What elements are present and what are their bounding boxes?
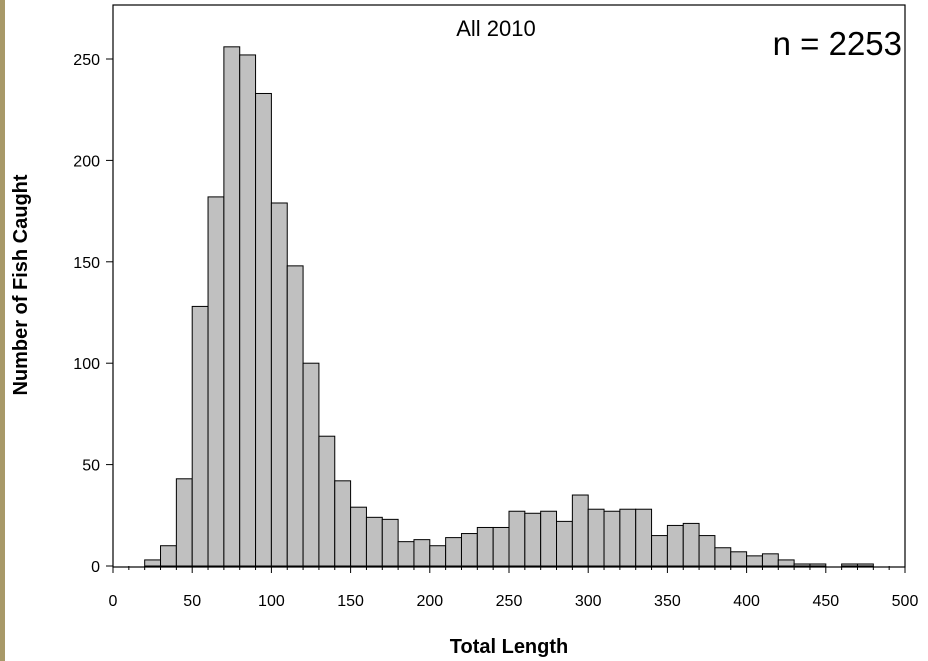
x-tick-label: 50 [183, 593, 201, 610]
y-axis-title: Number of Fish Caught [10, 174, 32, 395]
histogram-bar [160, 545, 177, 567]
x-tick-label: 100 [258, 593, 285, 610]
histogram-bar [761, 553, 779, 567]
x-tick-label: 350 [654, 593, 681, 610]
histogram-bar [334, 480, 352, 567]
histogram-bar [508, 510, 526, 567]
x-tick-label: 0 [109, 593, 118, 610]
histogram-bar [350, 506, 367, 567]
x-axis-tick-labels: 0 50 100 150 200 250 300 350 400 450 500 [109, 593, 919, 610]
x-tick-label: 500 [892, 593, 919, 610]
x-tick-label: 400 [733, 593, 760, 610]
x-tick-label: 150 [337, 593, 364, 610]
sample-size-annotation: n = 2253 [773, 25, 902, 62]
histogram-bar [746, 555, 763, 567]
histogram-bar [809, 563, 827, 567]
histogram-bar [191, 305, 209, 567]
histogram-bar [698, 535, 716, 567]
y-axis-ticks [106, 58, 113, 567]
histogram-bar [476, 526, 494, 567]
histogram-bar [666, 524, 684, 567]
histogram-bar [603, 510, 621, 567]
y-tick-label: 250 [73, 52, 100, 69]
histogram-bar [302, 362, 320, 567]
histogram-bar [365, 516, 383, 567]
histogram-bar [714, 547, 732, 567]
histogram-bar [397, 541, 415, 567]
x-tick-label: 200 [416, 593, 443, 610]
histogram-bar [270, 202, 288, 567]
y-tick-label: 100 [73, 356, 100, 373]
histogram-bar [492, 526, 510, 567]
x-tick-label: 300 [575, 593, 602, 610]
left-edge-stripe [0, 0, 5, 661]
histogram-bar [730, 551, 748, 567]
y-tick-label: 200 [73, 153, 100, 170]
histogram-bar [429, 545, 447, 567]
histogram-bar [524, 512, 542, 567]
histogram-bar [460, 533, 478, 567]
y-axis-tick-labels: 0 50 100 150 200 250 [73, 52, 100, 576]
histogram-bar [619, 508, 637, 567]
histogram-bar [587, 508, 605, 567]
x-tick-label: 450 [812, 593, 839, 610]
x-axis-ticks [112, 566, 906, 573]
histogram-bar [571, 494, 589, 567]
bars-group [144, 46, 874, 567]
chart-title: All 2010 [456, 16, 536, 41]
histogram-bar [239, 54, 257, 567]
histogram-bar [223, 46, 241, 567]
histogram-bar [286, 265, 304, 567]
y-tick-label: 50 [82, 458, 100, 475]
histogram-bar [793, 563, 811, 567]
histogram-bar [413, 539, 431, 567]
histogram-bar [318, 435, 336, 567]
histogram-bar [255, 92, 272, 567]
histogram-bar [207, 196, 225, 567]
histogram-bar [777, 559, 795, 567]
y-tick-label: 0 [91, 559, 100, 576]
x-axis-title: Total Length [450, 636, 569, 658]
histogram-bar [651, 535, 668, 567]
histogram-bar [381, 518, 399, 567]
histogram-bar [144, 559, 162, 567]
histogram-bar [540, 510, 558, 567]
histogram-bar [556, 520, 573, 567]
histogram-bar [445, 537, 462, 567]
histogram-bar [856, 563, 874, 567]
y-tick-label: 150 [73, 255, 100, 272]
histogram-bar [841, 563, 858, 567]
histogram-bar [175, 478, 193, 567]
x-tick-label: 250 [496, 593, 523, 610]
histogram-bar [635, 508, 653, 567]
histogram-bar [682, 522, 700, 567]
